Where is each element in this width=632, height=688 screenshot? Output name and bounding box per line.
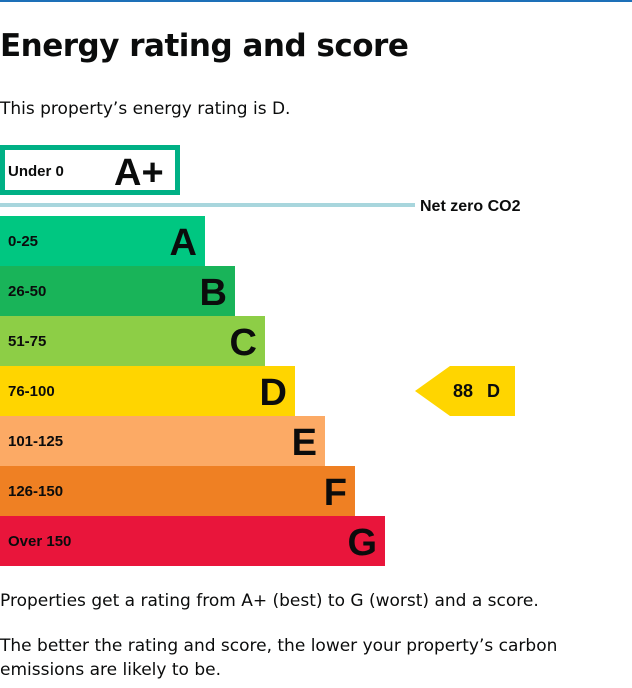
band-g-range: Over 150 — [8, 533, 71, 550]
band-a-range: 0-25 — [8, 233, 38, 250]
band-a-plus-box — [0, 145, 180, 195]
band-b-bar — [0, 266, 235, 316]
band-e-letter: E — [292, 422, 317, 464]
band-c-bar — [0, 316, 265, 366]
band-g-bar — [0, 516, 385, 566]
energy-rating-graph: Under 0 A+ Net zero CO2 0-25 A 26-50 B 51-75 C 76… — [0, 145, 521, 566]
energy-rating-intro: This property’s energy rating is D. — [0, 99, 291, 119]
band-f-bar — [0, 466, 355, 516]
current-rating-arrow — [415, 366, 515, 416]
band-a-letter: A — [170, 222, 197, 264]
page-title: Energy rating and score — [0, 28, 409, 64]
current-rating-score: 88 — [453, 381, 473, 401]
band-b-range: 26-50 — [8, 283, 46, 300]
band-a-bar — [0, 216, 205, 266]
band-g-letter: G — [347, 522, 377, 564]
net-zero-label: Net zero CO2 — [420, 198, 521, 215]
band-f-range: 126-150 — [8, 483, 63, 500]
band-f-letter: F — [324, 472, 347, 514]
band-d-bar — [0, 366, 295, 416]
band-d-range: 76-100 — [8, 383, 55, 400]
band-d-letter: D — [260, 372, 287, 414]
band-e-bar — [0, 416, 325, 466]
band-a-plus-letter: A+ — [114, 152, 164, 194]
rating-explanation: Properties get a rating from A+ (best) t… — [0, 591, 539, 611]
top-accent-line — [0, 0, 632, 2]
band-c-letter: C — [230, 322, 257, 364]
current-rating-letter: D — [487, 381, 500, 401]
carbon-explanation: The better the rating and score, the low… — [0, 636, 558, 680]
band-b-letter: B — [200, 272, 227, 314]
band-a-plus-range: Under 0 — [8, 163, 64, 180]
net-zero-line — [0, 203, 415, 207]
energy-rating-chart: Under 0 A+ Net zero CO2 0-25 A 26-50 B 51-75 C 76… — [0, 140, 632, 570]
band-c-range: 51-75 — [8, 333, 46, 350]
band-e-range: 101-125 — [8, 433, 63, 450]
